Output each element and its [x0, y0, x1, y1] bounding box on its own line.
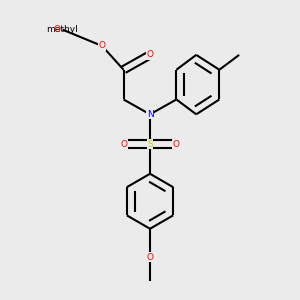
Text: S: S [147, 140, 153, 148]
Text: N: N [147, 110, 153, 119]
Text: O: O [54, 25, 61, 34]
Text: O: O [120, 140, 127, 148]
Text: methyl: methyl [46, 25, 78, 34]
Text: O: O [99, 41, 106, 50]
Text: O: O [173, 140, 180, 148]
Text: O: O [146, 50, 154, 59]
Text: O: O [146, 253, 154, 262]
